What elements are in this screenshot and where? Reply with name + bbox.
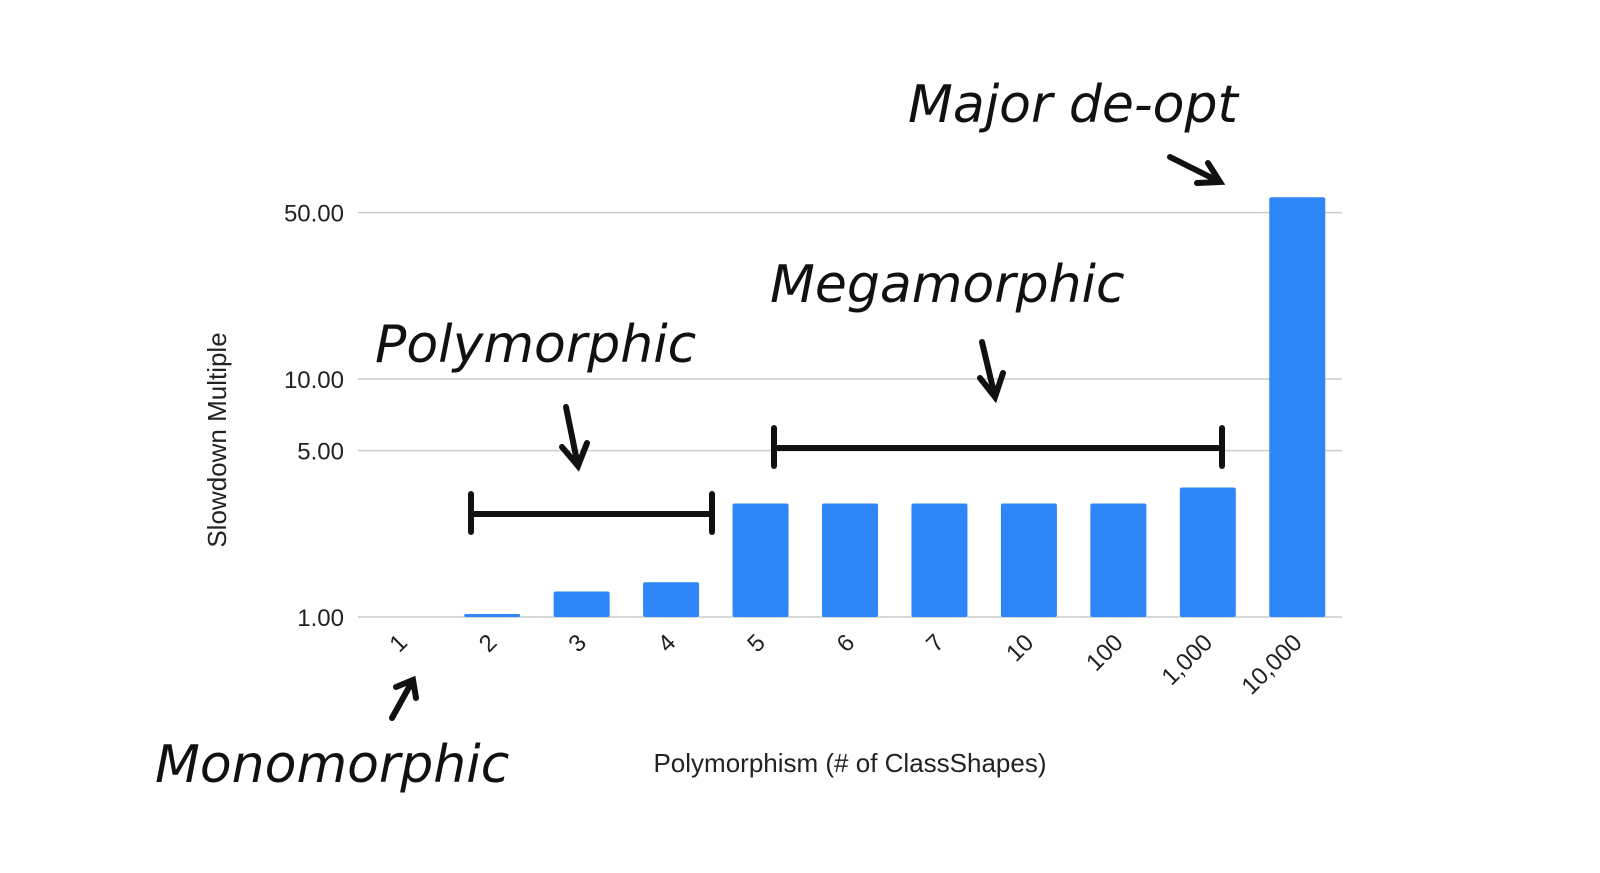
x-tick-label: 3 [563,629,592,658]
bars [464,197,1326,617]
y-tick-labels: 1.00 5.00 10.00 50.00 [284,201,344,632]
range-bracket-megamorphic [771,425,1225,469]
annotation-monomorphic: Monomorphic [155,675,509,795]
y-tick-label: 5.00 [297,439,344,466]
annotation-monomorphic-text: Monomorphic [155,735,509,795]
x-tick-label: 7 [921,629,950,658]
x-tick-labels: 1 2 3 4 5 6 7 10 100 1,000 10,000 [384,629,1307,700]
y-tick-label: 50.00 [284,201,344,228]
annotation-polymorphic: Polymorphic [375,315,715,535]
arrow-down-right-icon [1167,154,1226,186]
x-tick-label: 10 [1001,629,1039,667]
y-tick-label: 10.00 [284,367,344,394]
bar-6 [822,503,878,617]
x-tick-label: 1,000 [1156,629,1218,691]
annotation-megamorphic: Megamorphic [770,255,1225,469]
bar-5 [732,503,789,617]
range-bracket-polymorphic [468,491,715,535]
annotation-polymorphic-text: Polymorphic [375,315,696,375]
x-tick-label: 1 [384,629,413,658]
bar-7 [911,503,968,617]
annotation-deopt-text: Major de-opt [908,75,1239,135]
y-axis-title: Slowdown Multiple [202,332,232,547]
arrow-up-icon [389,675,419,721]
x-tick-label: 6 [832,629,861,658]
bar-100 [1090,503,1147,617]
bar-4 [643,582,700,617]
arrow-down-icon [559,404,590,472]
annotation-megamorphic-text: Megamorphic [770,255,1125,315]
bar-3 [553,591,610,617]
y-tick-label: 1.00 [297,605,344,632]
arrow-down-icon [977,339,1006,404]
bar-1000 [1179,487,1236,617]
x-tick-label: 100 [1081,629,1128,676]
annotation-deopt: Major de-opt [908,75,1239,186]
bar-2 [464,613,521,617]
x-tick-label: 10,000 [1237,629,1308,700]
bar-10000 [1269,197,1326,617]
x-tick-label: 4 [653,629,682,658]
x-axis-title: Polymorphism (# of ClassShapes) [653,748,1046,778]
x-tick-label: 2 [474,629,503,658]
x-tick-label: 5 [742,629,771,658]
bar-10 [1000,503,1057,617]
